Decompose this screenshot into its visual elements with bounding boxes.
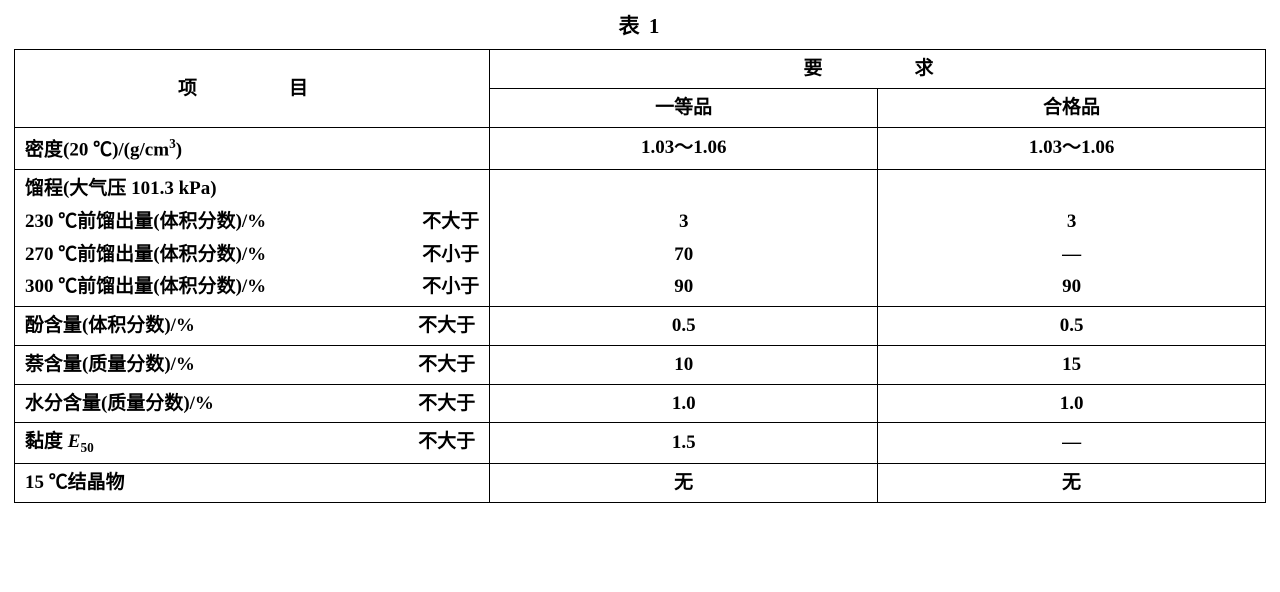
distillation-270: 270 ℃前馏出量(体积分数)/% xyxy=(25,244,266,267)
header-row-1: 项 目 要 求 xyxy=(15,50,1266,89)
qualifier: 不大于 xyxy=(418,354,479,377)
table-row: 馏程(大气压 101.3 kPa) 230 ℃前馏出量(体积分数)/% 不大于 2… xyxy=(15,169,1266,306)
header-grade-a: 一等品 xyxy=(490,88,878,127)
value-b: 无 xyxy=(878,464,1266,503)
value-a: 10 xyxy=(490,345,878,384)
item-naphthalene: 萘含量(质量分数)/%不大于 xyxy=(15,345,490,384)
value-b: 0.5 xyxy=(878,307,1266,346)
value-a: 1.0 xyxy=(490,384,878,423)
distillation-header: 馏程(大气压 101.3 kPa) xyxy=(25,178,217,201)
item-crystals: 15 ℃结晶物 xyxy=(15,464,490,503)
value-b: 15 xyxy=(878,345,1266,384)
item-phenol: 酚含量(体积分数)/%不大于 xyxy=(15,307,490,346)
qualifier: 不大于 xyxy=(418,315,479,338)
value-a: 1.03～1.06 xyxy=(490,127,878,169)
distillation-300: 300 ℃前馏出量(体积分数)/% xyxy=(25,276,266,299)
item-density: 密度(20 ℃)/(g/cm3) xyxy=(15,127,490,169)
header-grade-b: 合格品 xyxy=(878,88,1266,127)
header-item: 项 目 xyxy=(15,50,490,128)
value-b: 3 — 90 xyxy=(878,169,1266,306)
item-distillation: 馏程(大气压 101.3 kPa) 230 ℃前馏出量(体积分数)/% 不大于 2… xyxy=(15,169,490,306)
qualifier: 不小于 xyxy=(422,276,479,299)
table-row: 酚含量(体积分数)/%不大于 0.5 0.5 xyxy=(15,307,1266,346)
value-b: 1.0 xyxy=(878,384,1266,423)
header-requirement: 要 求 xyxy=(490,50,1266,89)
value-b: — xyxy=(878,423,1266,464)
value-a: 0.5 xyxy=(490,307,878,346)
table-row: 萘含量(质量分数)/%不大于 10 15 xyxy=(15,345,1266,384)
item-viscosity: 黏度 E50不大于 xyxy=(15,423,490,464)
value-a: 3 70 90 xyxy=(490,169,878,306)
qualifier: 不大于 xyxy=(422,211,479,234)
table-row: 15 ℃结晶物 无 无 xyxy=(15,464,1266,503)
value-a: 1.5 xyxy=(490,423,878,464)
value-b: 1.03～1.06 xyxy=(878,127,1266,169)
table-row: 黏度 E50不大于 1.5 — xyxy=(15,423,1266,464)
table-row: 水分含量(质量分数)/%不大于 1.0 1.0 xyxy=(15,384,1266,423)
qualifier: 不大于 xyxy=(418,393,479,416)
qualifier: 不大于 xyxy=(418,431,479,454)
item-water: 水分含量(质量分数)/%不大于 xyxy=(15,384,490,423)
distillation-230: 230 ℃前馏出量(体积分数)/% xyxy=(25,211,266,234)
table-row: 密度(20 ℃)/(g/cm3) 1.03～1.06 1.03～1.06 xyxy=(15,127,1266,169)
value-a: 无 xyxy=(490,464,878,503)
qualifier: 不小于 xyxy=(422,244,479,267)
spec-table: 项 目 要 求 一等品 合格品 密度(20 ℃)/(g/cm3) 1.03～1.… xyxy=(14,49,1266,503)
table-title: 表 1 xyxy=(14,14,1266,39)
